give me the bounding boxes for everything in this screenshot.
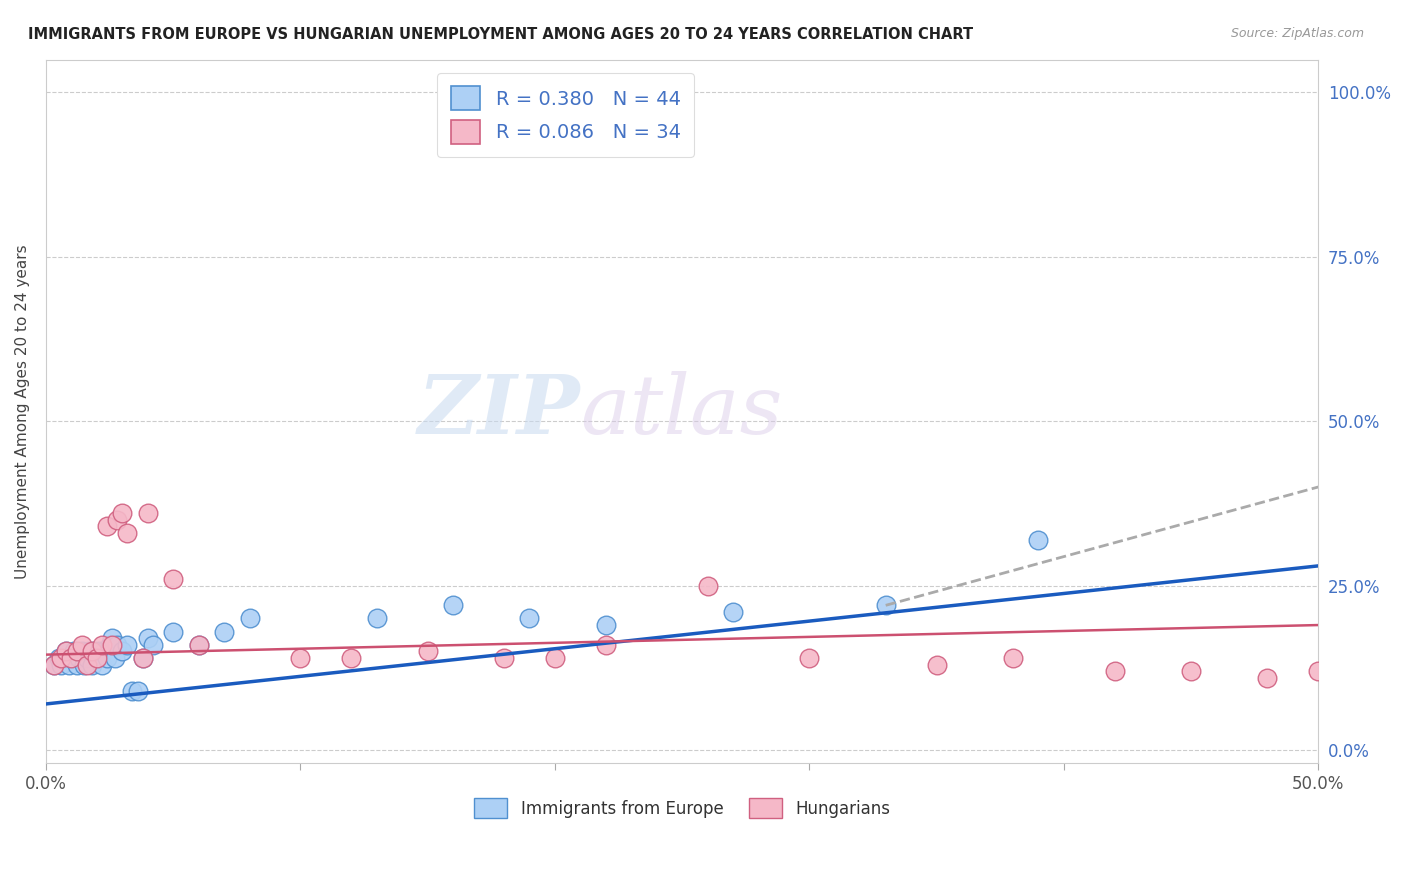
- Point: [366, 611, 388, 625]
- Point: [67, 651, 90, 665]
- Point: [98, 638, 121, 652]
- Point: [80, 657, 103, 672]
- Point: [65, 657, 87, 672]
- Point: [96, 651, 118, 665]
- Point: [70, 638, 93, 652]
- Point: [127, 683, 149, 698]
- Point: [93, 644, 115, 658]
- Point: [89, 644, 111, 658]
- Point: [1358, 671, 1381, 685]
- Point: [101, 638, 124, 652]
- Point: [441, 599, 464, 613]
- Point: [83, 644, 105, 658]
- Point: [76, 651, 98, 665]
- Point: [416, 644, 439, 658]
- Point: [48, 651, 70, 665]
- Point: [187, 638, 209, 652]
- Point: [42, 657, 65, 672]
- Point: [60, 651, 83, 665]
- Point: [105, 513, 128, 527]
- Point: [76, 657, 98, 672]
- Point: [925, 657, 948, 672]
- Point: [595, 618, 617, 632]
- Point: [73, 657, 96, 672]
- Point: [117, 526, 139, 541]
- Point: [101, 631, 124, 645]
- Point: [721, 605, 744, 619]
- Y-axis label: Unemployment Among Ages 20 to 24 years: Unemployment Among Ages 20 to 24 years: [15, 244, 30, 579]
- Point: [70, 644, 93, 658]
- Point: [136, 631, 159, 645]
- Point: [290, 651, 312, 665]
- Point: [238, 611, 260, 625]
- Point: [131, 651, 153, 665]
- Point: [696, 579, 718, 593]
- Point: [340, 651, 363, 665]
- Point: [1308, 664, 1330, 678]
- Point: [1180, 664, 1202, 678]
- Point: [104, 651, 127, 665]
- Point: [519, 611, 541, 625]
- Point: [131, 651, 153, 665]
- Point: [105, 638, 128, 652]
- Point: [1256, 671, 1278, 685]
- Point: [544, 651, 567, 665]
- Point: [55, 644, 77, 658]
- Point: [212, 624, 235, 639]
- Point: [91, 657, 114, 672]
- Point: [162, 624, 184, 639]
- Point: [55, 644, 77, 658]
- Point: [1104, 664, 1126, 678]
- Point: [91, 638, 114, 652]
- Point: [63, 644, 86, 658]
- Text: Source: ZipAtlas.com: Source: ZipAtlas.com: [1230, 27, 1364, 40]
- Point: [77, 644, 100, 658]
- Point: [1028, 533, 1050, 547]
- Text: IMMIGRANTS FROM EUROPE VS HUNGARIAN UNEMPLOYMENT AMONG AGES 20 TO 24 YEARS CORRE: IMMIGRANTS FROM EUROPE VS HUNGARIAN UNEM…: [28, 27, 973, 42]
- Point: [96, 519, 118, 533]
- Point: [80, 644, 103, 658]
- Point: [142, 638, 165, 652]
- Point: [875, 599, 897, 613]
- Point: [1001, 651, 1024, 665]
- Point: [111, 506, 134, 520]
- Point: [52, 651, 75, 665]
- Point: [121, 683, 143, 698]
- Text: ZIP: ZIP: [418, 371, 581, 451]
- Point: [111, 644, 134, 658]
- Point: [51, 651, 73, 665]
- Point: [86, 651, 108, 665]
- Point: [60, 651, 83, 665]
- Point: [42, 657, 65, 672]
- Point: [117, 638, 139, 652]
- Legend: Immigrants from Europe, Hungarians: Immigrants from Europe, Hungarians: [467, 791, 897, 825]
- Point: [187, 638, 209, 652]
- Point: [492, 651, 515, 665]
- Point: [86, 651, 108, 665]
- Point: [51, 657, 73, 672]
- Point: [799, 651, 821, 665]
- Point: [136, 506, 159, 520]
- Point: [65, 644, 87, 658]
- Point: [595, 638, 617, 652]
- Text: atlas: atlas: [581, 371, 783, 451]
- Point: [162, 572, 184, 586]
- Point: [58, 657, 80, 672]
